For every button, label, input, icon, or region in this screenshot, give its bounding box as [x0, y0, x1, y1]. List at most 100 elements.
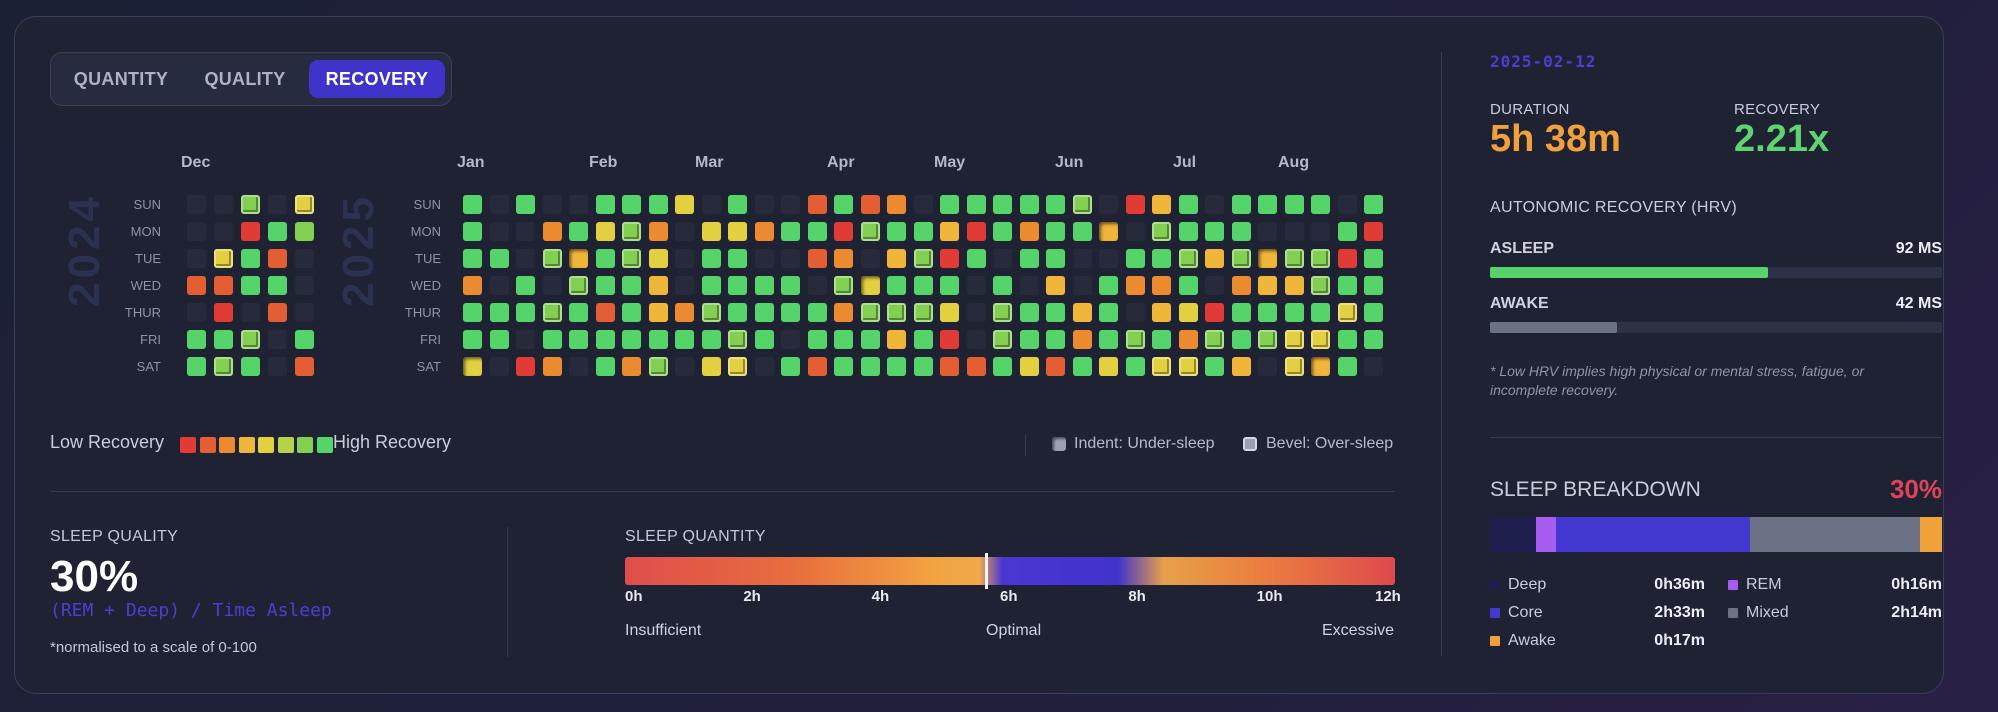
heatmap-day-cell[interactable] [214, 276, 233, 295]
heatmap-day-cell[interactable] [543, 195, 562, 214]
heatmap-day-cell[interactable] [861, 195, 880, 214]
heatmap-day-cell[interactable] [781, 303, 800, 322]
heatmap-day-cell[interactable] [1338, 195, 1357, 214]
heatmap-day-cell[interactable] [622, 303, 641, 322]
heatmap-day-cell[interactable] [861, 357, 880, 376]
heatmap-day-cell[interactable] [1364, 303, 1383, 322]
heatmap-day-cell[interactable] [1126, 249, 1145, 268]
heatmap-day-cell[interactable] [781, 330, 800, 349]
heatmap-day-cell[interactable] [622, 222, 641, 241]
heatmap-day-cell[interactable] [993, 195, 1012, 214]
heatmap-day-cell[interactable] [1364, 330, 1383, 349]
heatmap-day-cell[interactable] [1046, 249, 1065, 268]
heatmap-day-cell[interactable] [516, 195, 535, 214]
heatmap-day-cell[interactable] [1046, 276, 1065, 295]
heatmap-day-cell[interactable] [1258, 303, 1277, 322]
heatmap-day-cell[interactable] [887, 195, 906, 214]
heatmap-day-cell[interactable] [543, 249, 562, 268]
heatmap-day-cell[interactable] [1179, 195, 1198, 214]
heatmap-day-cell[interactable] [1311, 303, 1330, 322]
heatmap-day-cell[interactable] [1099, 222, 1118, 241]
heatmap-day-cell[interactable] [1258, 222, 1277, 241]
heatmap-day-cell[interactable] [914, 195, 933, 214]
heatmap-day-cell[interactable] [214, 195, 233, 214]
heatmap-day-cell[interactable] [755, 303, 774, 322]
heatmap-day-cell[interactable] [755, 330, 774, 349]
heatmap-day-cell[interactable] [781, 276, 800, 295]
heatmap-day-cell[interactable] [1285, 303, 1304, 322]
heatmap-day-cell[interactable] [649, 195, 668, 214]
heatmap-day-cell[interactable] [755, 249, 774, 268]
heatmap-day-cell[interactable] [1338, 357, 1357, 376]
heatmap-day-cell[interactable] [1179, 357, 1198, 376]
heatmap-day-cell[interactable] [649, 276, 668, 295]
heatmap-day-cell[interactable] [295, 303, 314, 322]
heatmap-day-cell[interactable] [1364, 222, 1383, 241]
heatmap-day-cell[interactable] [887, 249, 906, 268]
heatmap-day-cell[interactable] [728, 303, 747, 322]
heatmap-day-cell[interactable] [967, 330, 986, 349]
heatmap-day-cell[interactable] [993, 330, 1012, 349]
heatmap-day-cell[interactable] [516, 249, 535, 268]
heatmap-day-cell[interactable] [914, 303, 933, 322]
heatmap-day-cell[interactable] [675, 357, 694, 376]
heatmap-day-cell[interactable] [1073, 249, 1092, 268]
heatmap-day-cell[interactable] [728, 249, 747, 268]
heatmap-day-cell[interactable] [1046, 195, 1065, 214]
heatmap-day-cell[interactable] [1046, 222, 1065, 241]
heatmap-day-cell[interactable] [268, 276, 287, 295]
tab-recovery[interactable]: RECOVERY [309, 60, 445, 98]
heatmap-day-cell[interactable] [543, 222, 562, 241]
heatmap-day-cell[interactable] [702, 195, 721, 214]
heatmap-day-cell[interactable] [1205, 276, 1224, 295]
heatmap-day-cell[interactable] [914, 249, 933, 268]
heatmap-day-cell[interactable] [940, 222, 959, 241]
heatmap-day-cell[interactable] [967, 195, 986, 214]
heatmap-day-cell[interactable] [1126, 276, 1145, 295]
heatmap-day-cell[interactable] [569, 330, 588, 349]
heatmap-day-cell[interactable] [1126, 357, 1145, 376]
heatmap-day-cell[interactable] [295, 357, 314, 376]
heatmap-day-cell[interactable] [1099, 357, 1118, 376]
heatmap-day-cell[interactable] [808, 195, 827, 214]
heatmap-day-cell[interactable] [268, 357, 287, 376]
heatmap-day-cell[interactable] [596, 357, 615, 376]
heatmap-day-cell[interactable] [463, 330, 482, 349]
heatmap-day-cell[interactable] [1258, 330, 1277, 349]
heatmap-day-cell[interactable] [834, 222, 853, 241]
heatmap-day-cell[interactable] [596, 330, 615, 349]
heatmap-day-cell[interactable] [187, 276, 206, 295]
heatmap-day-cell[interactable] [516, 222, 535, 241]
heatmap-day-cell[interactable] [268, 303, 287, 322]
heatmap-day-cell[interactable] [490, 330, 509, 349]
heatmap-day-cell[interactable] [967, 276, 986, 295]
heatmap-day-cell[interactable] [295, 330, 314, 349]
heatmap-day-cell[interactable] [834, 303, 853, 322]
heatmap-day-cell[interactable] [914, 276, 933, 295]
heatmap-day-cell[interactable] [702, 276, 721, 295]
heatmap-day-cell[interactable] [1046, 357, 1065, 376]
heatmap-day-cell[interactable] [516, 357, 535, 376]
heatmap-day-cell[interactable] [214, 249, 233, 268]
heatmap-day-cell[interactable] [887, 222, 906, 241]
heatmap-day-cell[interactable] [1020, 330, 1039, 349]
heatmap-day-cell[interactable] [675, 249, 694, 268]
heatmap-day-cell[interactable] [1285, 357, 1304, 376]
heatmap-day-cell[interactable] [1338, 303, 1357, 322]
heatmap-day-cell[interactable] [940, 303, 959, 322]
heatmap-day-cell[interactable] [728, 357, 747, 376]
heatmap-day-cell[interactable] [241, 357, 260, 376]
heatmap-day-cell[interactable] [622, 249, 641, 268]
heatmap-day-cell[interactable] [569, 303, 588, 322]
heatmap-day-cell[interactable] [268, 249, 287, 268]
heatmap-day-cell[interactable] [1338, 249, 1357, 268]
heatmap-day-cell[interactable] [993, 249, 1012, 268]
heatmap-day-cell[interactable] [755, 357, 774, 376]
heatmap-day-cell[interactable] [649, 249, 668, 268]
heatmap-day-cell[interactable] [543, 276, 562, 295]
heatmap-day-cell[interactable] [781, 357, 800, 376]
heatmap-day-cell[interactable] [1099, 195, 1118, 214]
heatmap-day-cell[interactable] [940, 357, 959, 376]
heatmap-day-cell[interactable] [596, 249, 615, 268]
tab-quantity[interactable]: QUANTITY [73, 69, 169, 89]
